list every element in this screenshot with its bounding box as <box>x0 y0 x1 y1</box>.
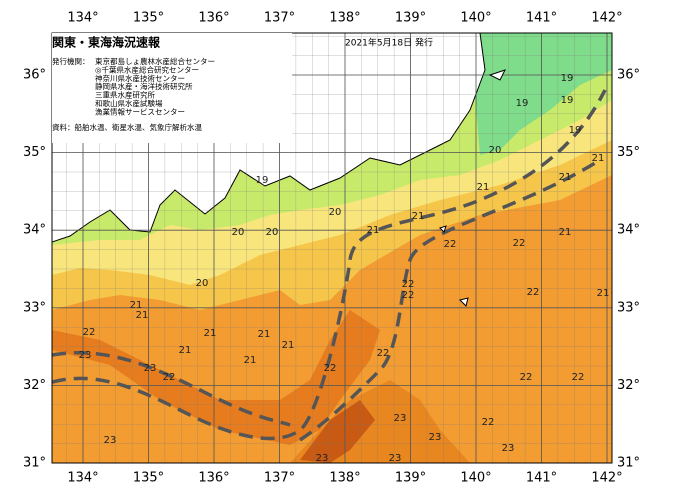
isotherm-label: 22 <box>402 279 415 290</box>
isotherm-label: 23 <box>316 453 329 464</box>
lat-label: 33° <box>23 300 46 315</box>
lon-label: 141° <box>526 11 557 26</box>
issuer: 三重県水産研究所 <box>95 90 155 100</box>
isotherm-label: 22 <box>402 290 415 301</box>
isotherm-label: 20 <box>329 207 342 218</box>
lon-label: 137° <box>264 471 295 486</box>
lon-label: 141° <box>526 471 557 486</box>
isotherm-label: 21 <box>244 355 257 366</box>
lon-label: 136° <box>198 471 229 486</box>
lat-label: 32° <box>617 378 640 393</box>
lat-label: 31° <box>617 456 640 471</box>
isotherm-label: 21 <box>559 227 572 238</box>
isotherm-label: 21 <box>282 340 295 351</box>
isotherm-label: 19 <box>516 98 529 109</box>
lon-label: 138° <box>329 11 360 26</box>
isotherm-label: 22 <box>83 327 96 338</box>
isotherm-label: 22 <box>444 239 457 250</box>
issuer: 和歌山県水産試験場 <box>95 98 163 108</box>
isotherm-label: 20 <box>196 278 209 289</box>
isotherm-label: 22 <box>527 287 540 298</box>
isotherm-label: 21 <box>367 225 380 236</box>
isotherm-label: 23 <box>439 465 452 476</box>
isotherm-label: 22 <box>377 348 390 359</box>
isotherm-label: 19 <box>569 125 582 136</box>
isotherm-label: 21 <box>597 288 610 299</box>
isotherm-label: 22 <box>520 372 533 383</box>
isotherm-label: 23 <box>389 453 402 464</box>
lat-label: 35° <box>23 145 46 160</box>
source: 資料：船舶水温、衛星水温、気象庁解析水温 <box>52 122 202 132</box>
isotherm-label: 21 <box>136 310 149 321</box>
issuer: 漁業情報サービスセンター <box>95 106 185 116</box>
issuer-list: 東京都島しょ農林水産総合センター◎千葉県水産総合研究センター神奈川県水産技術セン… <box>95 56 215 116</box>
isotherm-label: 21 <box>258 329 271 340</box>
isotherm-label: 21 <box>592 153 605 164</box>
lat-label: 33° <box>617 300 640 315</box>
isotherm-label: 22 <box>163 372 176 383</box>
isotherm-label: 21 <box>559 172 572 183</box>
isotherm-label: 19 <box>256 175 269 186</box>
isotherm-label: 21 <box>130 300 143 311</box>
sea-hot <box>52 310 380 445</box>
map-frame <box>51 32 613 464</box>
sea-cold <box>470 33 612 155</box>
isotherm-label: 19 <box>561 95 574 106</box>
lon-label: 134° <box>67 11 98 26</box>
issuer: ◎千葉県水産総合研究センター <box>95 64 199 74</box>
lon-label: 137° <box>264 11 295 26</box>
lon-label: 134° <box>67 471 98 486</box>
isotherm-label: 22 <box>572 372 585 383</box>
lat-label: 34° <box>617 223 640 238</box>
lon-label: 139° <box>395 11 426 26</box>
issuer: 静岡県水産・海洋技術研究所 <box>95 81 193 91</box>
kuroshio-line <box>52 89 607 441</box>
lat-label: 35° <box>617 145 640 160</box>
lon-label: 142° <box>591 11 622 26</box>
issuer: 東京都島しょ農林水産総合センター <box>95 56 215 66</box>
title: 関東・東海海況速報 <box>52 35 161 50</box>
sea-hottest <box>300 400 375 463</box>
current-axis <box>52 89 607 442</box>
info-box <box>52 33 292 143</box>
lon-label: 142° <box>591 471 622 486</box>
axes: 134° 134° 135° 135° 136° 136° 137° 137° 138° 138°… <box>23 11 640 486</box>
issuer-heading: 発行機関： <box>52 56 90 66</box>
lon-label: 140° <box>460 11 491 26</box>
isotherm-label: 21 <box>179 345 192 356</box>
isotherm-label: 23 <box>502 443 515 454</box>
lon-label: 138° <box>329 471 360 486</box>
lon-label: 136° <box>198 11 229 26</box>
isotherm-label: 21 <box>412 211 425 222</box>
lat-label: 34° <box>23 223 46 238</box>
isotherm-label: 23 <box>104 435 117 446</box>
isotherm-label: 20 <box>489 145 502 156</box>
isotherm-label: 23 <box>429 432 442 443</box>
lon-label: 135° <box>133 11 164 26</box>
isotherm-label: 22 <box>513 238 526 249</box>
isotherm-label: 23 <box>394 413 407 424</box>
lon-label: 135° <box>133 471 164 486</box>
isotherm-label: 19 <box>561 73 574 84</box>
lat-label: 32° <box>23 378 46 393</box>
isotherm-label: 20 <box>266 227 279 238</box>
isotherm-label: 23 <box>79 350 92 361</box>
isotherm-label: 20 <box>232 227 245 238</box>
lon-label: 140° <box>460 471 491 486</box>
isotherm-label: 21 <box>477 182 490 193</box>
islands <box>439 69 506 307</box>
issuer: 神奈川県水産技術センター <box>95 73 185 83</box>
isotherm-label: 22 <box>324 363 337 374</box>
isotherm-label: 22 <box>482 417 495 428</box>
isotherm-label: 23 <box>144 363 157 374</box>
lon-label: 139° <box>395 471 426 486</box>
issue-date: 2021年5月18日 発行 <box>345 37 433 49</box>
kuroshio-line <box>52 351 291 427</box>
lat-label: 31° <box>23 456 46 471</box>
lat-label: 36° <box>617 68 640 83</box>
lat-label: 36° <box>23 68 46 83</box>
isotherm-label: 21 <box>204 328 217 339</box>
